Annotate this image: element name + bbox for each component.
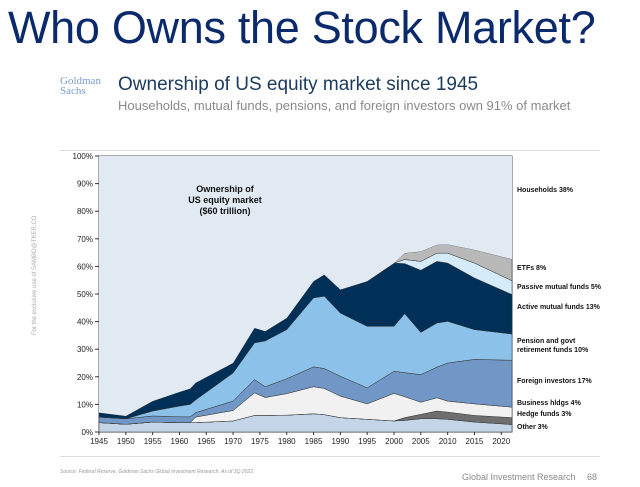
area-households xyxy=(99,156,512,416)
x-tick-label: 1950 xyxy=(117,437,135,446)
y-tick-label: 90% xyxy=(77,180,93,189)
series-label: Households 38% xyxy=(517,187,574,194)
x-tick-label: 1960 xyxy=(171,437,189,446)
x-tick-label: 1945 xyxy=(90,437,108,446)
y-tick-label: 30% xyxy=(77,345,93,354)
x-tick-label: 1980 xyxy=(278,437,296,446)
series-label: Hedge funds 3% xyxy=(517,411,572,418)
series-label: Other 3% xyxy=(517,424,549,431)
source-note: Source: Federal Reserve, Goldman Sachs G… xyxy=(60,469,255,475)
x-tick-label: 1970 xyxy=(224,437,242,446)
chart-annotation: ($60 trillion) xyxy=(199,206,250,216)
series-label: Foreign investors 17% xyxy=(517,378,592,385)
x-tick-label: 2010 xyxy=(439,437,457,446)
x-tick-label: 1985 xyxy=(305,437,323,446)
page-title: Who Owns the Stock Market? xyxy=(8,2,596,53)
series-label: Pension and govt retirement funds 10% xyxy=(517,338,589,354)
series-label: Passive mutual funds 5% xyxy=(517,284,602,291)
x-tick-label: 1975 xyxy=(251,437,269,446)
goldman-sachs-logo: Goldman Sachs xyxy=(60,75,101,97)
x-tick-label: 2000 xyxy=(385,437,403,446)
chart-annotation: US equity market xyxy=(188,195,262,205)
x-tick-label: 1995 xyxy=(358,437,376,446)
series-label: Business hldgs 4% xyxy=(517,400,582,407)
y-tick-label: 20% xyxy=(77,373,93,382)
series-label: Active mutual funds 13% xyxy=(517,304,601,311)
y-tick-label: 70% xyxy=(77,235,93,244)
divider xyxy=(60,150,600,151)
x-tick-label: 1965 xyxy=(197,437,215,446)
chart-title: Ownership of US equity market since 1945 xyxy=(118,74,479,95)
y-tick-label: 100% xyxy=(73,152,93,161)
chart-annotation: Ownership of xyxy=(196,184,255,194)
footer-text: Global Investment Research xyxy=(462,472,576,482)
chart-subtitle: Households, mutual funds, pensions, and … xyxy=(118,98,571,113)
y-tick-label: 80% xyxy=(77,207,93,216)
x-tick-label: 2005 xyxy=(412,437,430,446)
y-tick-label: 10% xyxy=(77,400,93,409)
x-tick-label: 2015 xyxy=(466,437,484,446)
y-tick-label: 50% xyxy=(77,290,93,299)
series-label: ETFs 8% xyxy=(517,265,547,272)
divider xyxy=(60,456,600,457)
y-tick-label: 60% xyxy=(77,262,93,271)
y-tick-label: 0% xyxy=(81,428,93,437)
y-tick-label: 40% xyxy=(77,318,93,327)
x-tick-label: 2020 xyxy=(492,437,510,446)
page-number: 68 xyxy=(587,472,598,482)
x-tick-label: 1990 xyxy=(331,437,349,446)
x-tick-label: 1955 xyxy=(144,437,162,446)
